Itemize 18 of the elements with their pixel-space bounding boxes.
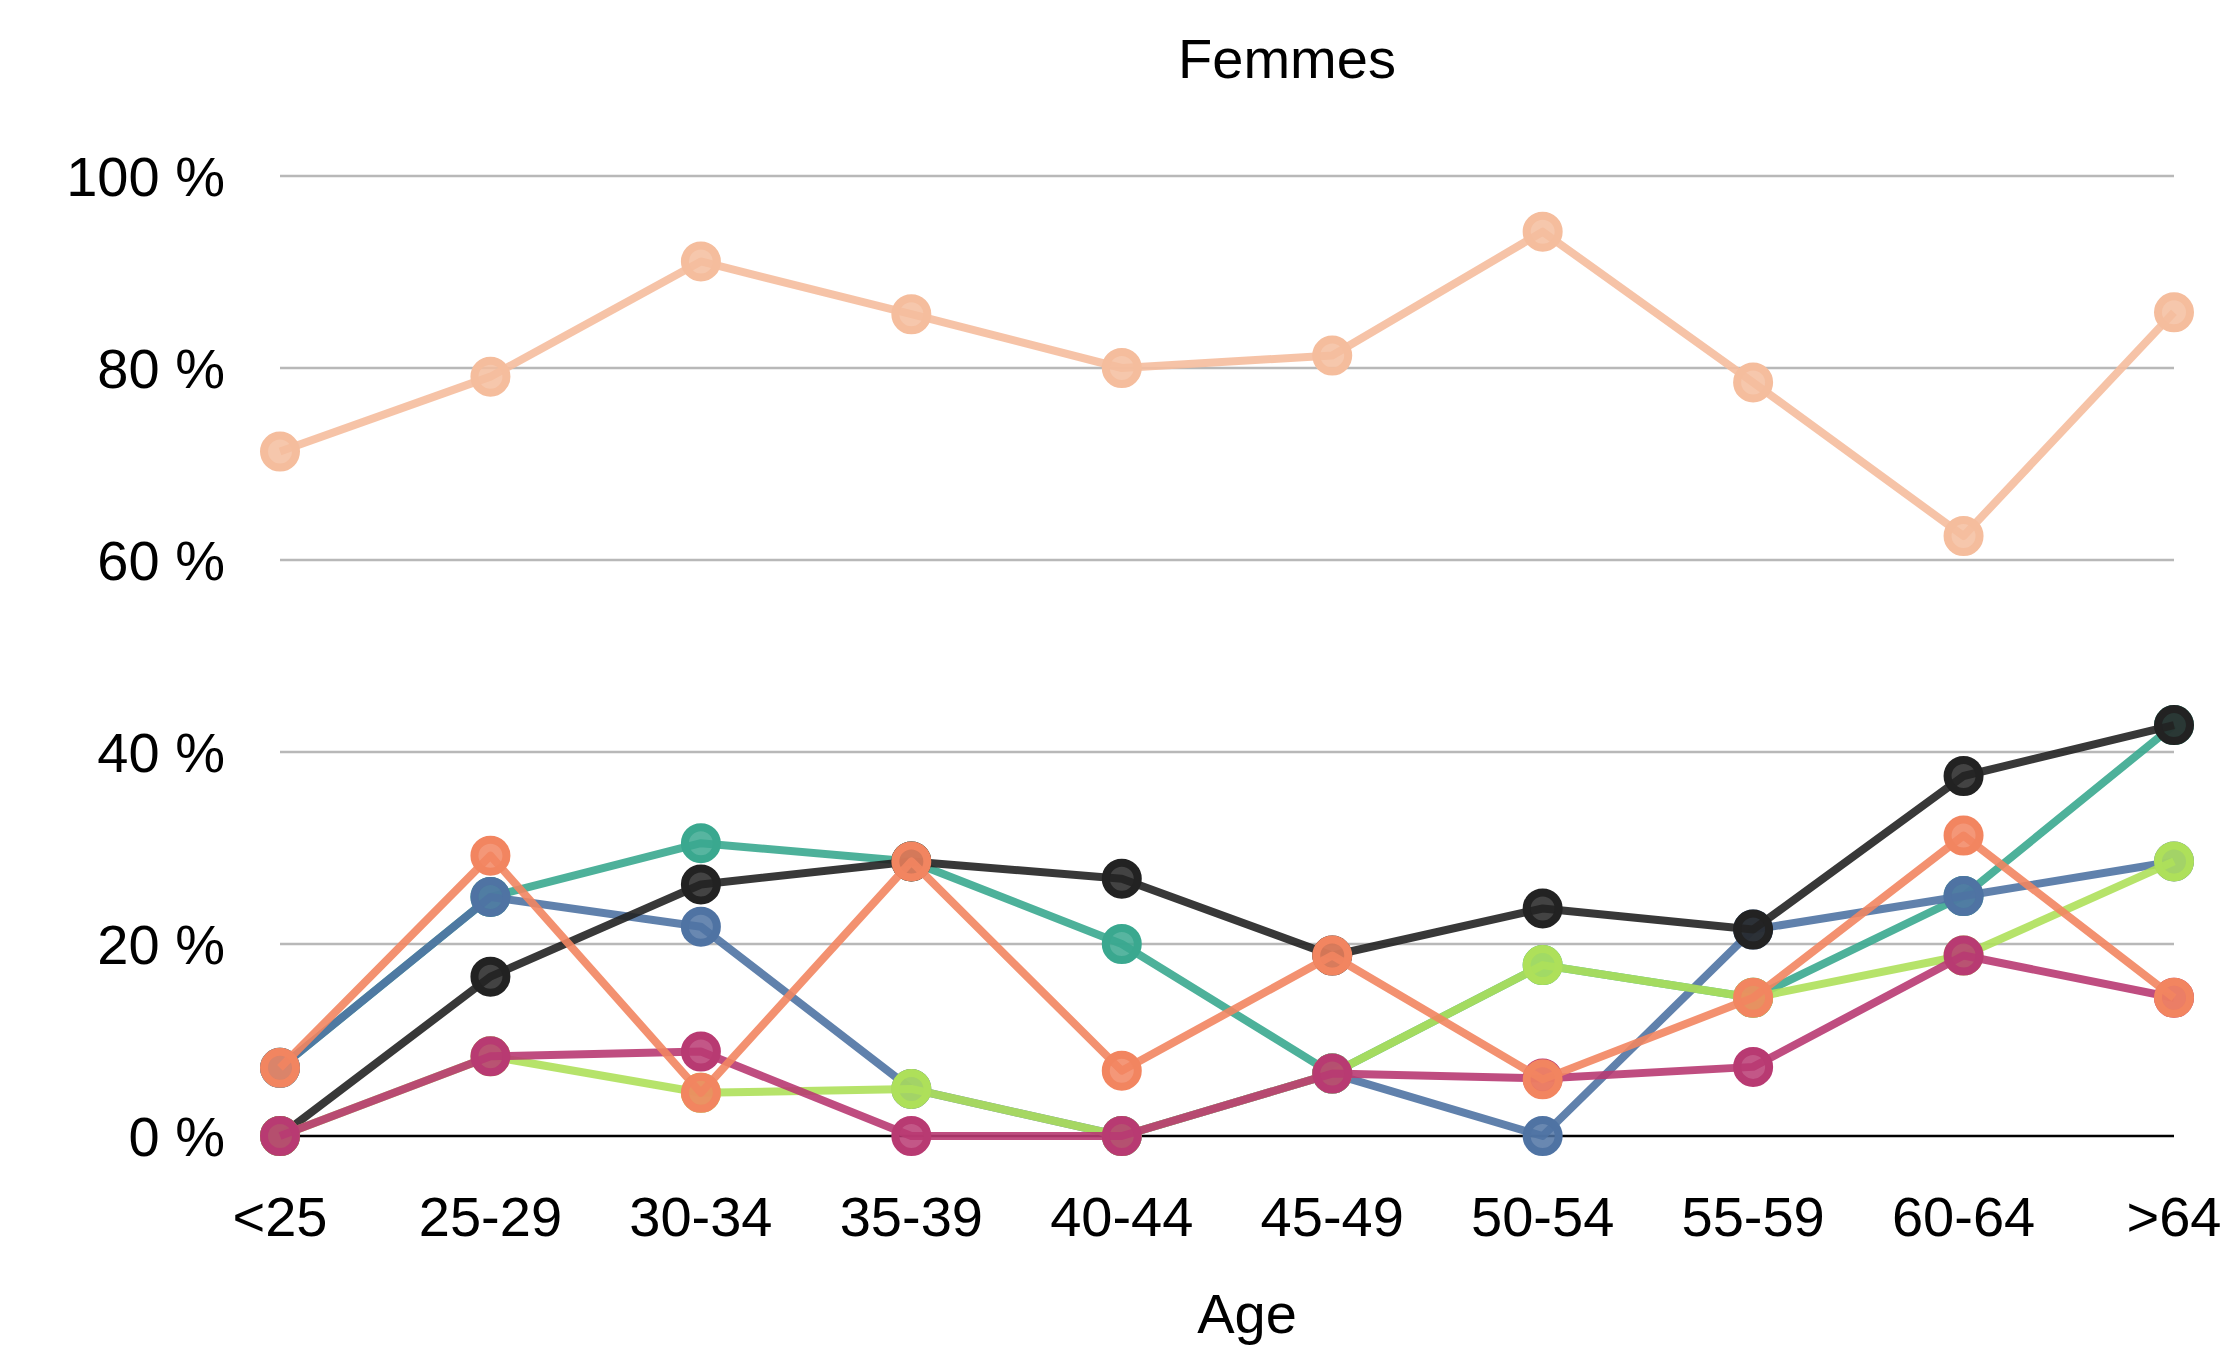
y-tick-label: 100 % (66, 144, 225, 208)
y-tick-label: 60 % (97, 528, 225, 592)
y-tick-label: 40 % (97, 720, 225, 784)
y-tick-label: 20 % (97, 912, 225, 976)
x-tick-label: 25-29 (418, 1185, 563, 1248)
chart-title: Femmes (1178, 27, 1396, 90)
x-tick-label: 45-49 (1260, 1185, 1404, 1248)
y-tick-label: 0 % (128, 1104, 225, 1168)
x-tick-label: >64 (2126, 1185, 2222, 1248)
x-tick-label: 50-54 (1471, 1185, 1615, 1248)
x-tick-label: 35-39 (839, 1185, 983, 1248)
x-tick-label: 60-64 (1891, 1185, 2036, 1248)
x-tick-label: <25 (232, 1185, 328, 1248)
y-tick-label: 80 % (97, 336, 225, 400)
x-axis-title: Age (1197, 1282, 1297, 1345)
x-tick-label: 55-59 (1681, 1185, 1825, 1248)
x-tick-label: 30-34 (629, 1185, 773, 1248)
x-tick-label: 40-44 (1050, 1185, 1194, 1248)
